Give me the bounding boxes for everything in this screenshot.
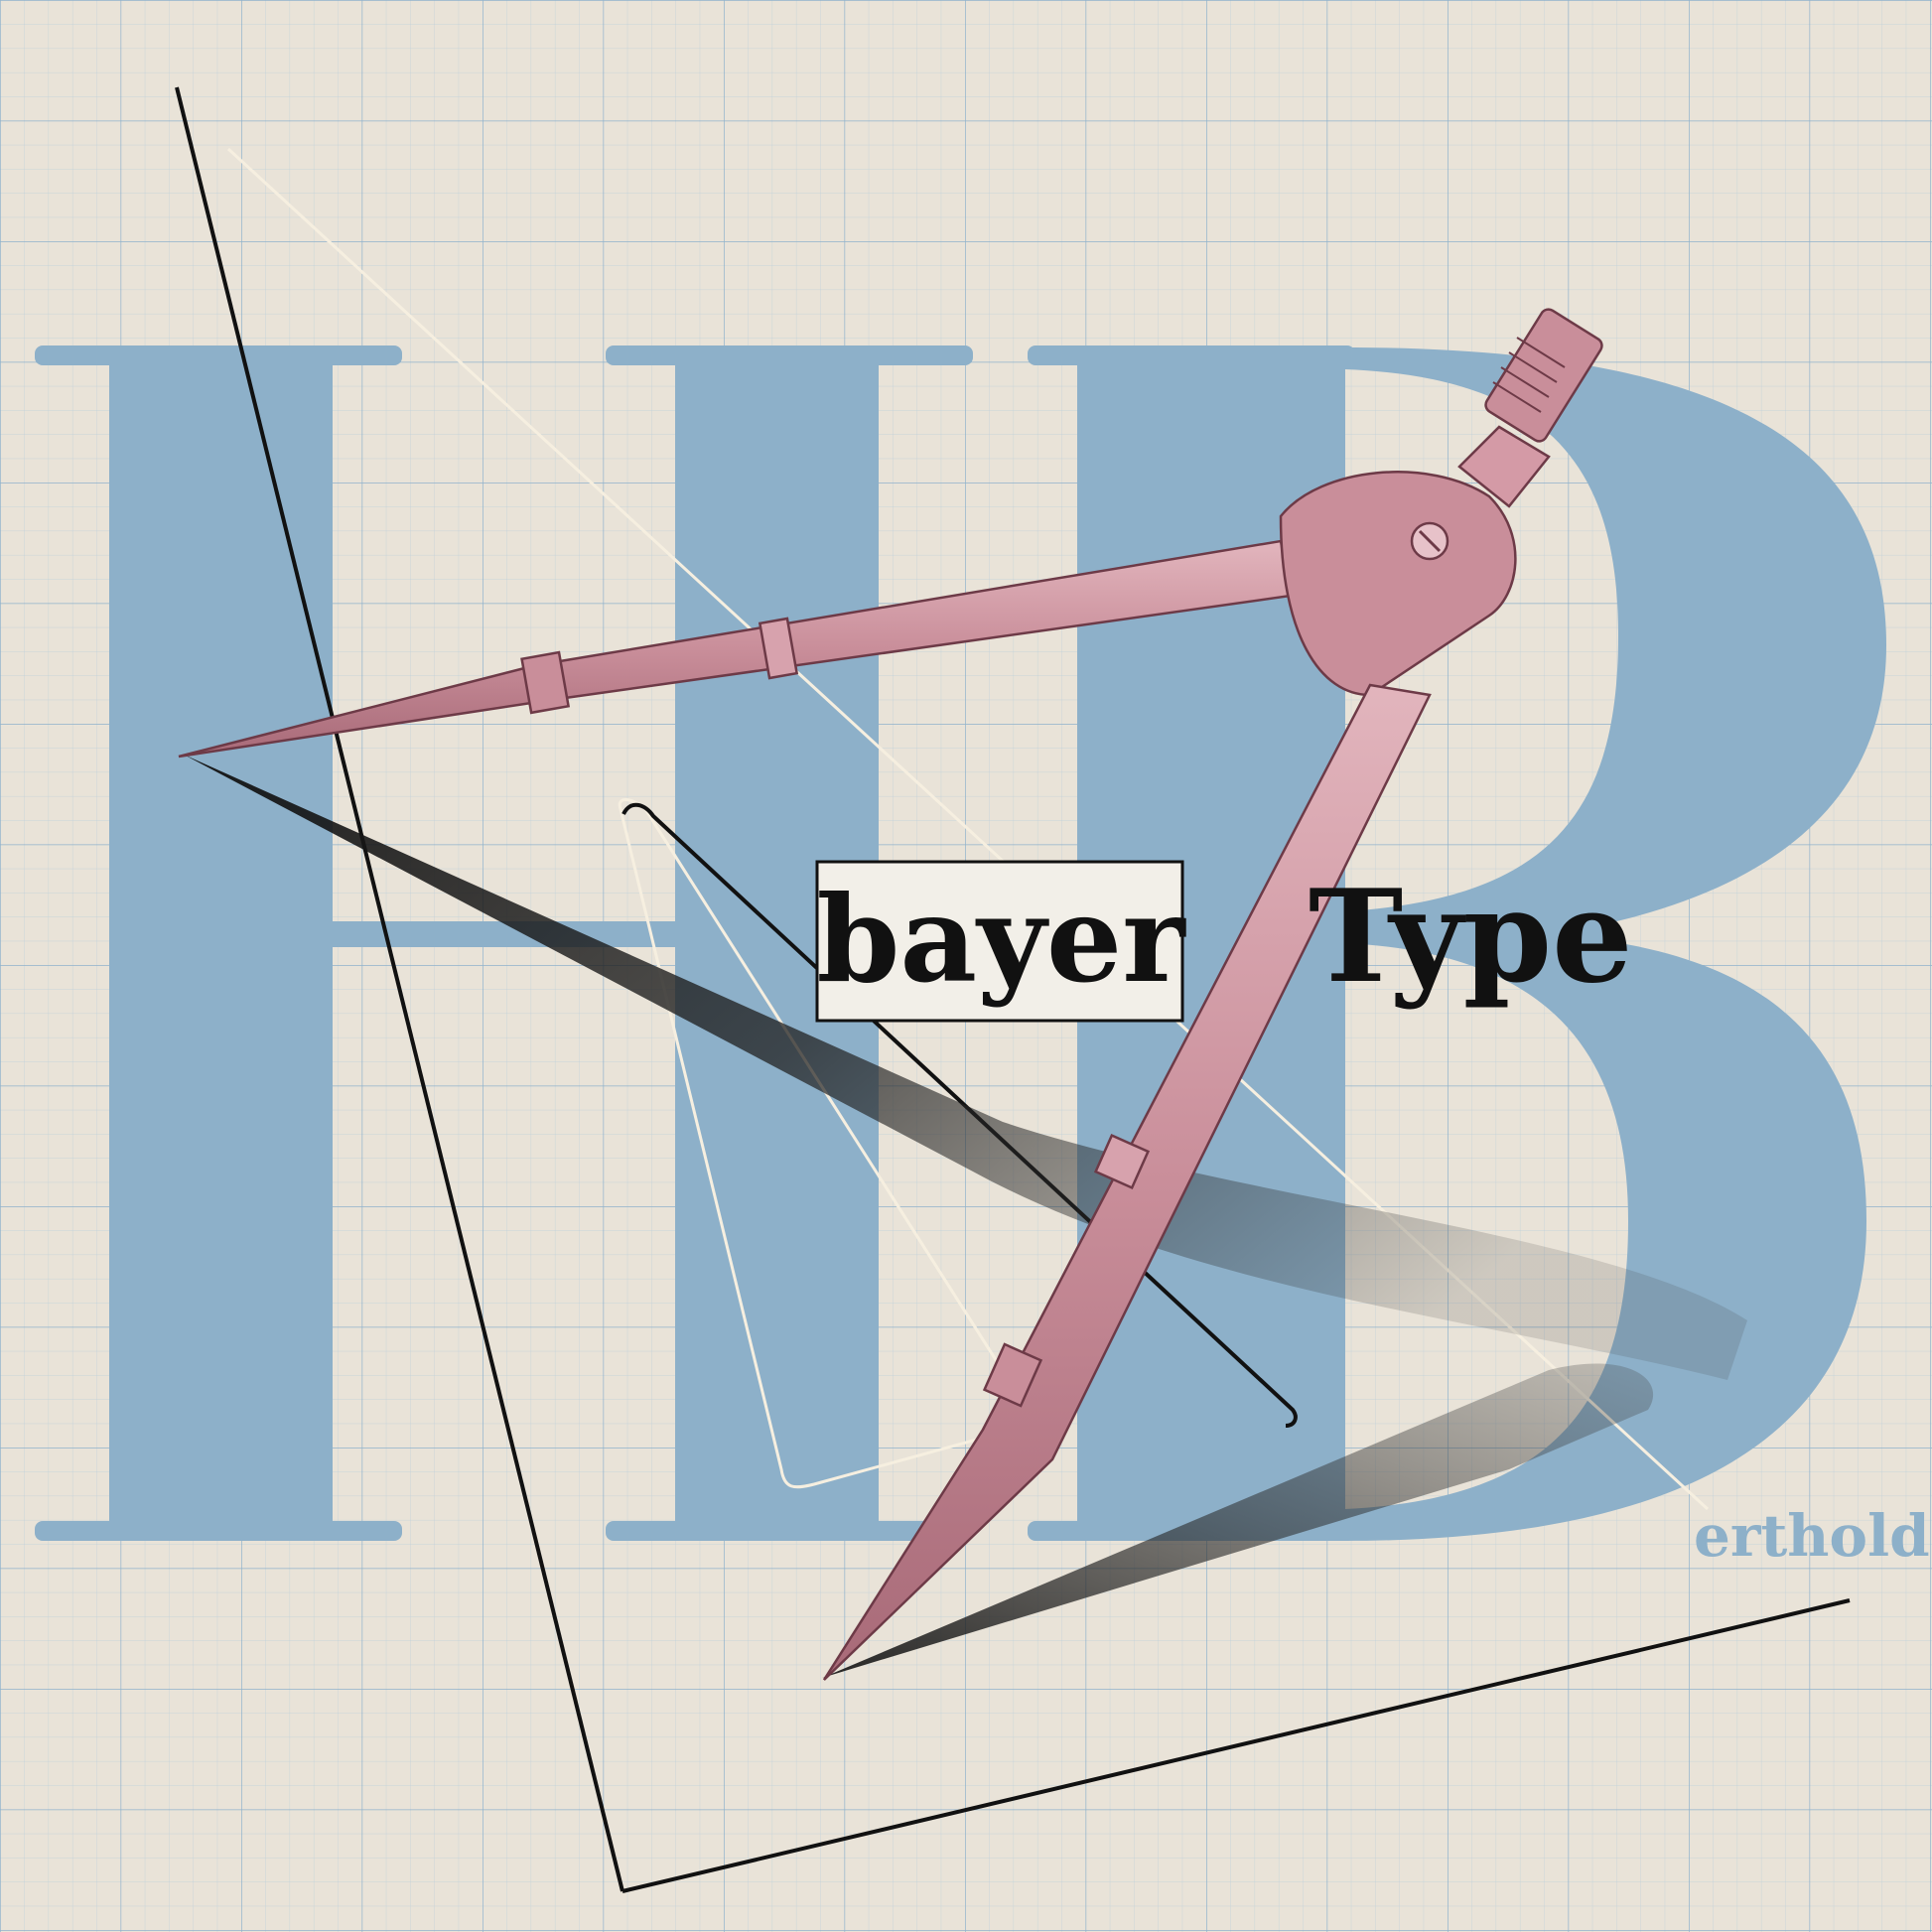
monogram-letter-h — [35, 345, 973, 1541]
drawing-compass-illustration — [178, 308, 1603, 1681]
bayer-word: bayer — [817, 870, 1187, 1010]
compass-shadow-upper — [184, 755, 1747, 1380]
type-word: Type — [1309, 863, 1633, 1012]
berthold-tail: erthold — [1694, 1502, 1930, 1570]
compass-shadow-lower — [822, 1363, 1654, 1678]
bayer-word-frame: bayer — [815, 860, 1187, 1023]
